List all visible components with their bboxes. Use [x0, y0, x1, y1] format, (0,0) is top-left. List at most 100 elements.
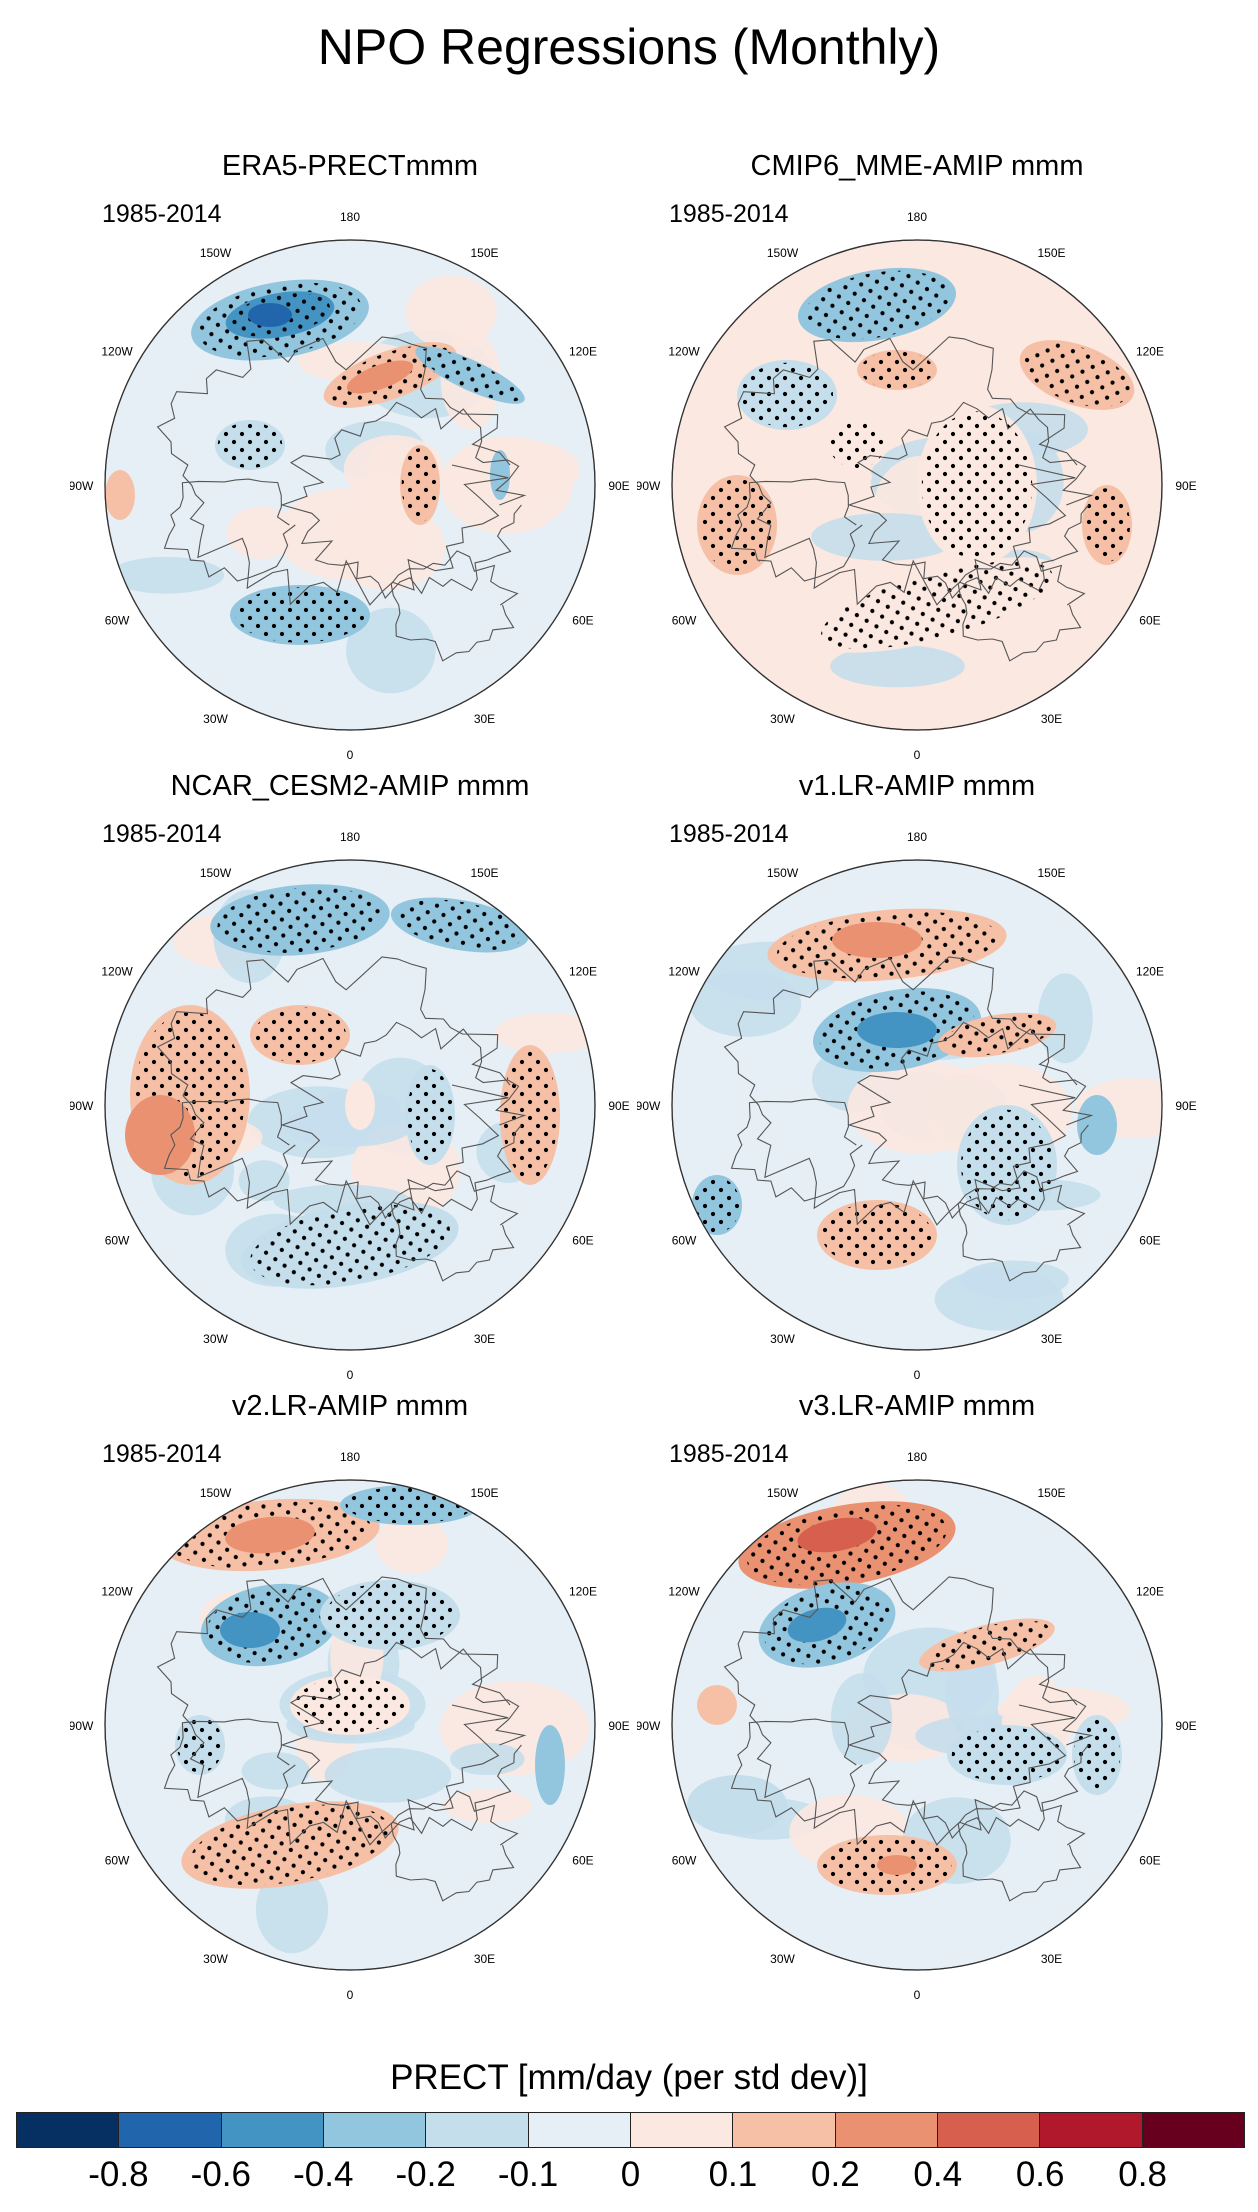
anomaly-blob — [535, 1725, 565, 1805]
panel-period: 1985-2014 — [669, 820, 789, 848]
longitude-label: 60E — [1139, 1854, 1160, 1868]
longitude-label: 90W — [637, 479, 661, 493]
weak-anomaly-patch — [811, 512, 960, 561]
longitude-label: 30E — [474, 1952, 495, 1966]
coastline — [957, 1790, 1086, 1902]
anomaly-blob — [1077, 1095, 1117, 1155]
coastline — [847, 1021, 1094, 1219]
anomaly-field — [697, 267, 1135, 688]
coastline — [390, 550, 519, 662]
significance-stipple — [924, 1620, 1050, 1670]
significance-stipple — [401, 448, 439, 522]
panel-period: 1985-2014 — [669, 200, 789, 228]
colorbar-tick-label: 0.4 — [913, 2155, 963, 2194]
significance-stipple — [250, 1204, 450, 1286]
anomaly-blob — [220, 1612, 280, 1648]
longitude-label: 30E — [474, 712, 495, 726]
longitude-label: 30W — [203, 712, 228, 726]
anomaly-blob — [877, 1855, 917, 1875]
longitude-label: 120E — [1136, 965, 1164, 979]
longitude-label: 60E — [1139, 1234, 1160, 1248]
longitude-label: 150W — [767, 1486, 799, 1500]
significance-stipple — [942, 1014, 1052, 1056]
weak-anomaly-patch — [226, 506, 295, 560]
significance-stipple — [325, 1582, 455, 1648]
weak-anomaly-patch — [1037, 973, 1093, 1064]
map-border — [104, 859, 596, 1351]
coastline — [957, 1170, 1086, 1282]
colorbar — [16, 2112, 1245, 2148]
coastline — [390, 1170, 519, 1282]
colorbar-box — [528, 2113, 631, 2147]
panel-title: v3.LR-AMIP mmm — [798, 1390, 1036, 1422]
weak-anomaly-patch — [405, 275, 497, 349]
longitude-label: 120E — [569, 1585, 597, 1599]
main-title: NPO Regressions (Monthly) — [317, 19, 941, 75]
longitude-label: 180 — [340, 210, 360, 224]
coastline — [280, 1641, 527, 1839]
map-panel-v2: v2.LR-AMIP mmm 1985-2014 180 150E 120E 90E 6… — [70, 1390, 630, 2010]
significance-stipple — [1084, 488, 1130, 562]
map-panel-cmip6: CMIP6_MME-AMIP mmm 1985-2014 180 150E 120E… — [637, 150, 1197, 770]
longitude-label: 180 — [340, 1450, 360, 1464]
longitude-label: 0 — [914, 748, 921, 762]
colorbar-box — [17, 2113, 120, 2147]
longitude-label: 120W — [101, 1585, 133, 1599]
longitude-label: 90W — [70, 1099, 94, 1113]
colorbar-box — [221, 2113, 324, 2147]
colorbar-tick-label: -0.6 — [190, 2155, 251, 2194]
map-panel-cesm2: NCAR_CESM2-AMIP mmm 1985-2014 180 150E 120… — [70, 770, 630, 1390]
longitude-label: 90W — [70, 479, 94, 493]
anomaly-blob — [857, 1012, 937, 1048]
longitude-label: 150E — [1037, 246, 1065, 260]
map-border — [671, 859, 1163, 1351]
colorbar-box — [733, 2113, 836, 2147]
colorbar-tick-label: 0.2 — [811, 2155, 860, 2194]
significance-stipple — [419, 348, 521, 402]
map-border — [671, 1479, 1163, 1971]
longitude-label: 150E — [470, 866, 498, 880]
colorbar-box — [630, 2113, 734, 2147]
longitude-label: 150E — [470, 1486, 498, 1500]
coastline — [163, 1098, 296, 1202]
anomaly-blob — [697, 1685, 737, 1725]
colorbar-box — [937, 2113, 1041, 2147]
significance-stipple — [294, 1677, 406, 1733]
longitude-label: 120E — [569, 965, 597, 979]
weak-anomaly-patch — [830, 645, 965, 688]
longitude-label: 30W — [770, 1952, 795, 1966]
significance-stipple — [502, 1050, 558, 1180]
anomaly-field — [105, 275, 581, 694]
longitude-label: 120E — [569, 345, 597, 359]
coastline — [957, 550, 1086, 662]
significance-stipple — [1024, 342, 1130, 408]
significance-stipple — [235, 587, 365, 643]
panel-period: 1985-2014 — [102, 200, 222, 228]
coastline — [163, 478, 296, 582]
longitude-label: 60W — [672, 1234, 697, 1248]
colorbar-box — [426, 2113, 529, 2147]
anomaly-blob — [687, 1775, 787, 1835]
longitude-label: 150W — [767, 866, 799, 880]
longitude-label: 150E — [1037, 1486, 1065, 1500]
longitude-label: 90E — [1175, 1719, 1196, 1733]
significance-stipple — [254, 1007, 346, 1063]
longitude-label: 60E — [572, 1234, 593, 1248]
significance-stipple — [407, 1069, 453, 1161]
longitude-label: 180 — [907, 210, 927, 224]
weak-anomaly-patch — [443, 1789, 532, 1823]
coastline — [730, 1098, 863, 1202]
coastline — [280, 1021, 527, 1219]
polar-map: 180 150E 120E 90E 60E 30E 0 30W 60W 90W 120W 150W — [637, 1450, 1197, 2002]
longitude-label: 150E — [1037, 866, 1065, 880]
longitude-label: 60W — [672, 614, 697, 628]
anomaly-blob — [797, 1517, 877, 1553]
colorbar-tick-label: -0.4 — [293, 2155, 354, 2194]
significance-stipple — [829, 422, 885, 468]
weak-anomaly-patch — [238, 1160, 290, 1202]
significance-stipple — [804, 270, 950, 340]
polar-map: 180 150E 120E 90E 60E 30E 0 30W 60W 90W 120W 150W — [70, 210, 630, 762]
longitude-label: 180 — [907, 830, 927, 844]
weak-anomaly-patch — [450, 1742, 525, 1776]
longitude-label: 60W — [105, 614, 130, 628]
